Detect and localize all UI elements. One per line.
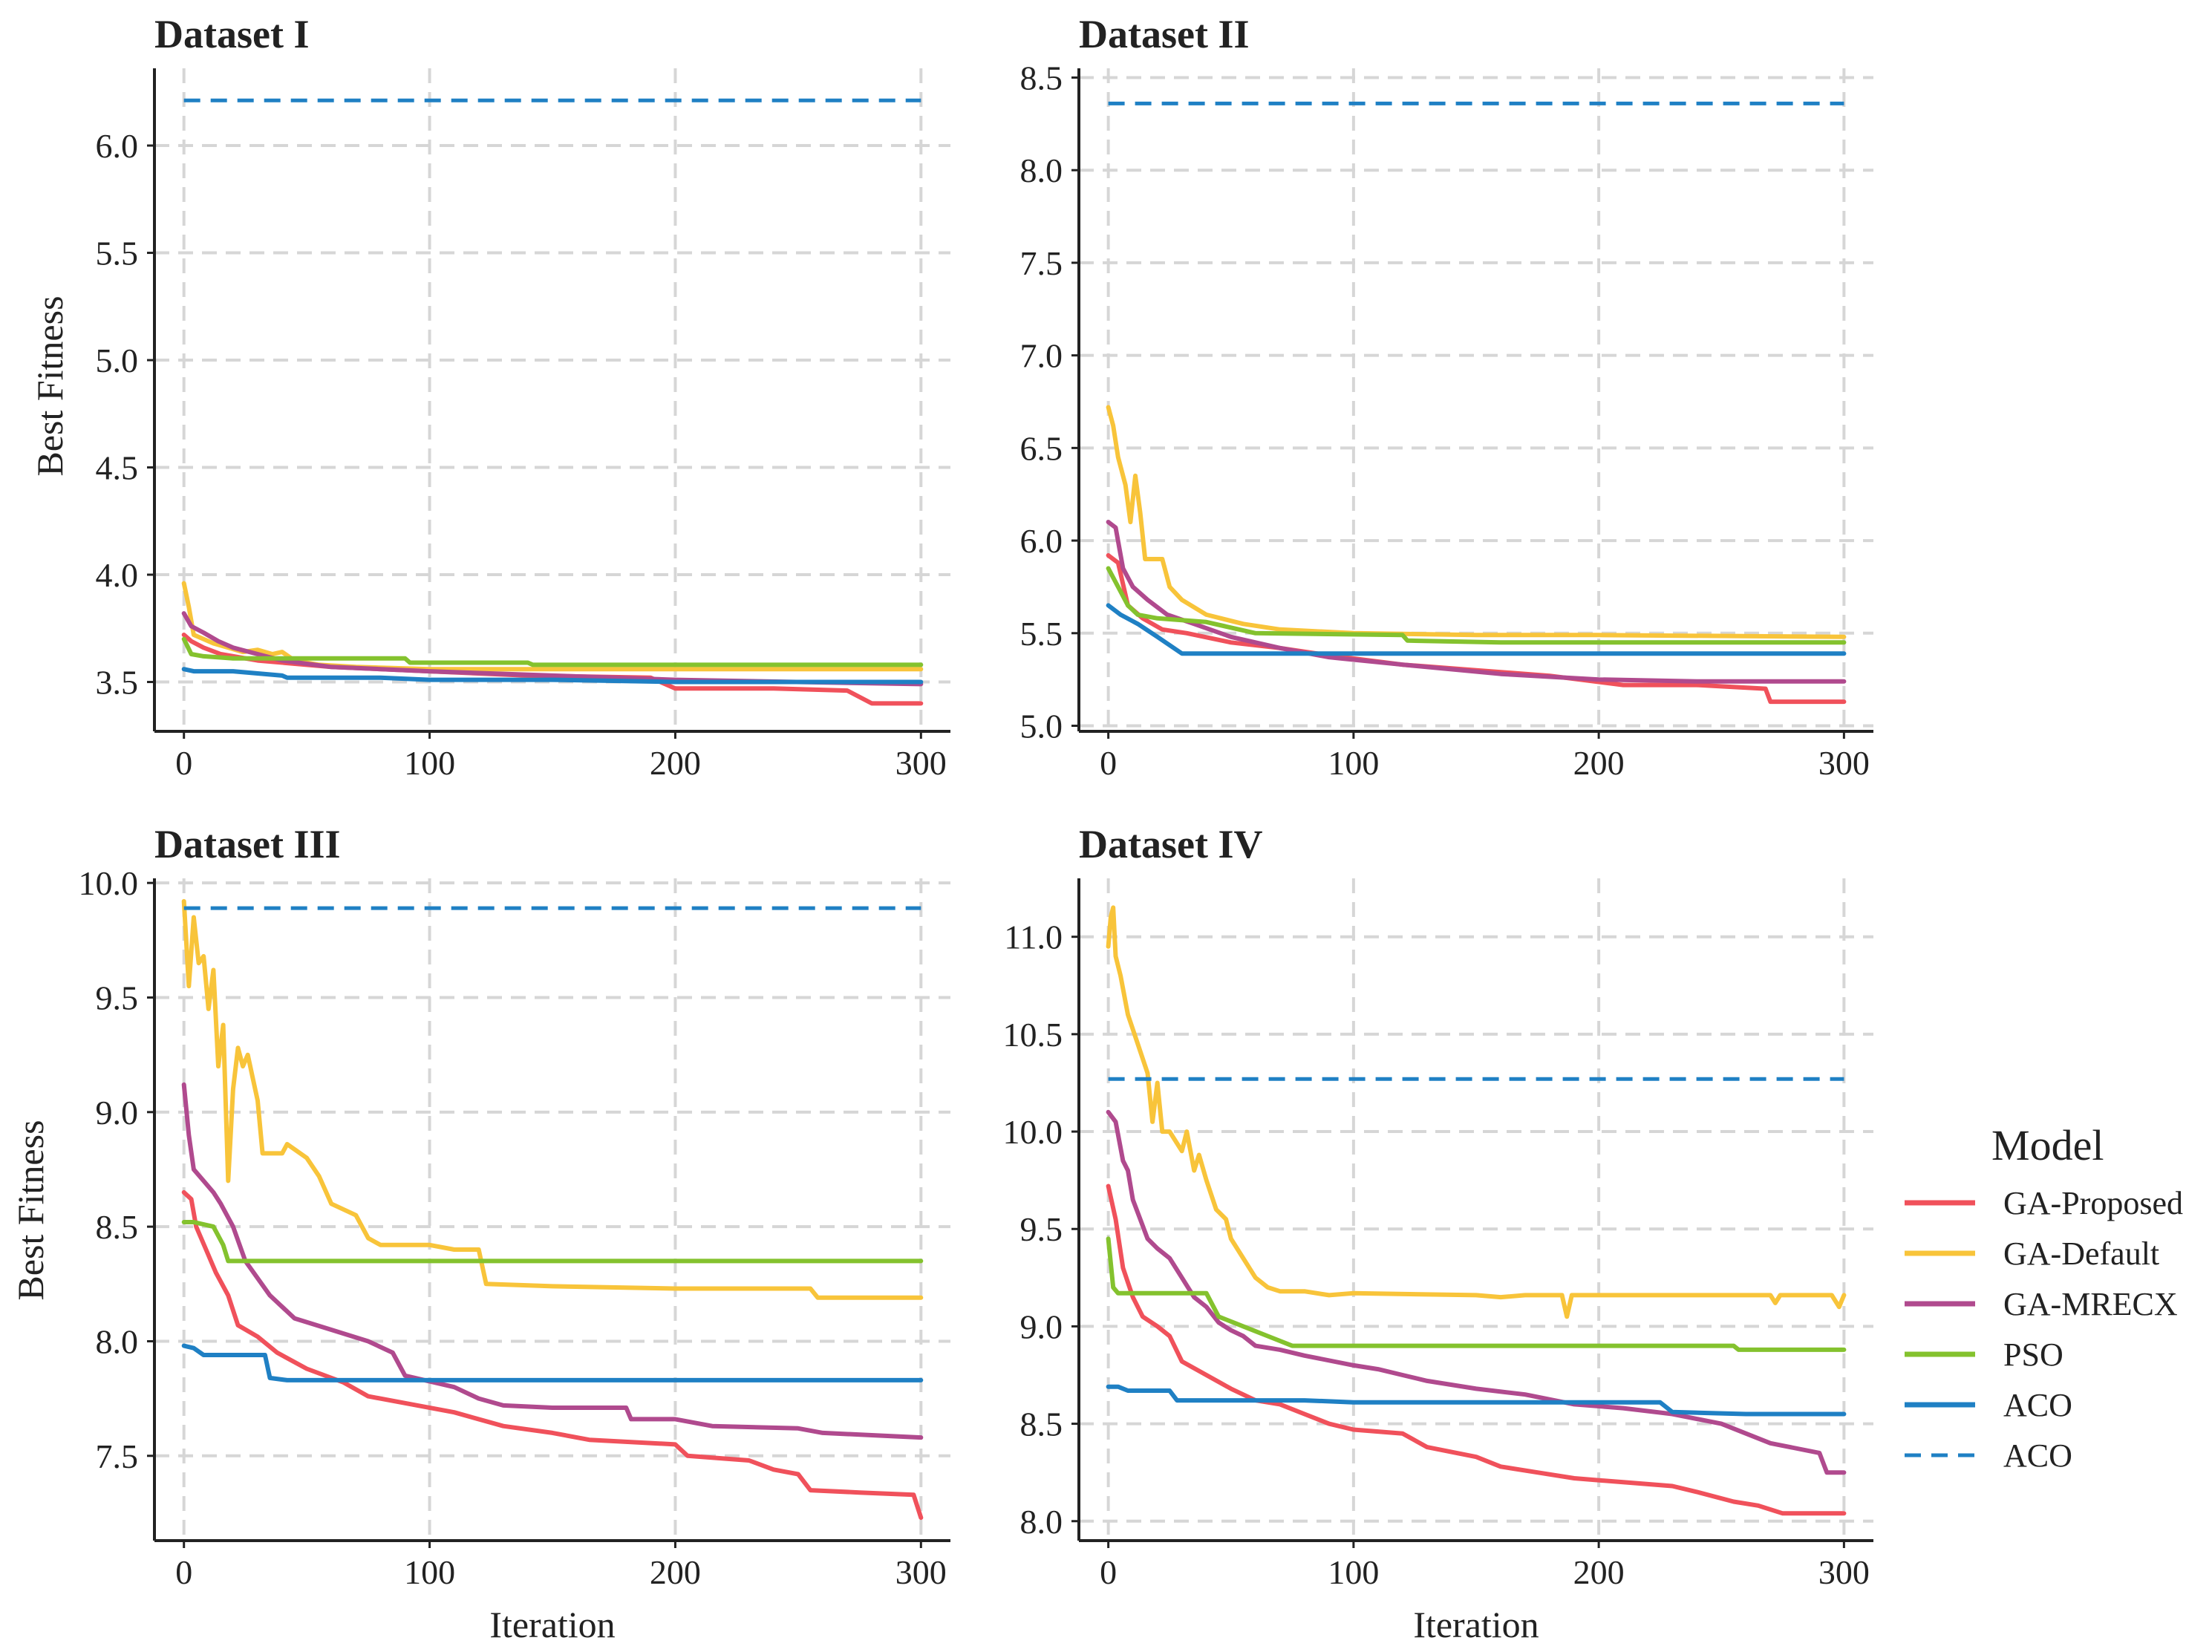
y-tick-label: 10.0 — [1003, 1113, 1063, 1151]
series-line-ga-mrecx — [1106, 520, 1847, 684]
y-axis-label-top: Best Fitness — [29, 296, 71, 476]
x-tick-label: 0 — [1100, 744, 1117, 782]
y-tick-label: 7.5 — [96, 1437, 139, 1475]
x-tick-label: 100 — [1328, 1553, 1379, 1591]
y-tick-label: 5.0 — [1020, 708, 1063, 745]
y-tick-label: 4.5 — [96, 449, 139, 487]
y-tick-label: 5.0 — [96, 342, 139, 379]
x-tick-label: 100 — [1328, 744, 1379, 782]
y-tick-label: 8.0 — [1020, 1503, 1063, 1541]
panel-title-dataset-iv: Dataset IV — [1079, 822, 1262, 866]
x-tick-label: 200 — [1573, 1553, 1625, 1591]
legend-title: Model — [1991, 1121, 2104, 1169]
x-tick-label: 100 — [404, 1553, 455, 1591]
series-line-aco — [181, 667, 924, 685]
series-line-ga-mrecx — [181, 1082, 924, 1440]
series-line-ga-mrecx — [181, 611, 924, 687]
series-line-ga-mrecx — [1106, 1109, 1847, 1475]
x-tick-label: 300 — [1818, 1553, 1870, 1591]
x-tick-label: 200 — [1573, 744, 1625, 782]
y-tick-label: 9.5 — [1020, 1210, 1063, 1248]
y-tick-label: 8.5 — [1020, 59, 1063, 97]
series-line-ga-default — [1106, 405, 1847, 639]
y-tick-label: 8.0 — [1020, 151, 1063, 189]
y-tick-label: 4.0 — [96, 556, 139, 594]
panel-title-dataset-i: Dataset I — [154, 12, 309, 56]
y-tick-label: 11.0 — [1004, 918, 1063, 956]
series-line-ga-default — [1106, 905, 1847, 1319]
legend-label-aco-dashed: ACO — [2003, 1437, 2072, 1474]
y-tick-label: 6.0 — [96, 127, 139, 165]
y-tick-label: 3.5 — [96, 664, 139, 702]
y-tick-label: 5.5 — [1020, 615, 1063, 653]
panel-title-dataset-iii: Dataset III — [154, 822, 341, 866]
legend-label-ga-default: GA-Default — [2003, 1235, 2159, 1272]
y-tick-label: 9.0 — [1020, 1307, 1063, 1345]
y-tick-label: 10.5 — [1003, 1016, 1063, 1054]
legend: Model GA-Proposed GA-Default GA-MRECX PSO AC… — [1905, 1121, 2183, 1474]
legend-label-pso: PSO — [2003, 1336, 2063, 1373]
y-tick-label: 10.0 — [79, 864, 139, 902]
x-tick-label: 100 — [404, 744, 455, 782]
series-line-ga-default — [181, 581, 924, 672]
x-tick-label: 300 — [895, 744, 947, 782]
y-tick-label: 6.0 — [1020, 522, 1063, 560]
y-tick-label: 9.0 — [96, 1094, 139, 1132]
series-line-pso — [181, 1220, 924, 1264]
chart-panel-dataset-i: 0 100 200 300 3.5 4.0 4.5 5.0 5.5 6.0 — [96, 68, 950, 782]
x-tick-label: 200 — [650, 1553, 701, 1591]
series-line-pso — [181, 636, 924, 667]
x-axis-label-bottom-right: Iteration — [1413, 1604, 1539, 1645]
y-tick-label: 8.5 — [96, 1208, 139, 1246]
series-line-aco — [1106, 1384, 1847, 1417]
legend-label-aco: ACO — [2003, 1387, 2072, 1423]
y-tick-label: 8.0 — [96, 1322, 139, 1360]
legend-label-ga-mrecx: GA-MRECX — [2003, 1286, 2178, 1322]
panel-title-dataset-ii: Dataset II — [1079, 12, 1249, 56]
legend-label-ga-proposed: GA-Proposed — [2003, 1185, 2183, 1221]
chart-panel-dataset-iii: 0 100 200 300 7.5 8.0 8.5 9.0 9.5 10.0 — [79, 864, 950, 1591]
series-line-aco — [181, 1343, 924, 1382]
y-tick-label: 9.5 — [96, 979, 139, 1016]
chart-panel-dataset-ii: 0 100 200 300 5.0 5.5 6.0 6.5 7.0 7.5 8.0 8.5 — [1020, 59, 1873, 782]
series-line-pso — [1106, 566, 1847, 645]
series-line-pso — [1106, 1236, 1847, 1352]
y-tick-label: 6.5 — [1020, 429, 1063, 467]
chart-panel-dataset-iv: 0 100 200 300 8.0 8.5 9.0 9.5 10.0 10.5 11.0 — [1003, 878, 1873, 1591]
x-tick-label: 0 — [175, 744, 192, 782]
x-axis-label-bottom-left: Iteration — [489, 1604, 615, 1645]
series-line-aco — [1106, 603, 1847, 656]
series-line-ga-proposed — [1106, 1184, 1847, 1516]
y-axis-label-bottom: Best Fitness — [10, 1120, 51, 1300]
series-line-ga-default — [181, 898, 924, 1300]
series-line-ga-proposed — [181, 1189, 924, 1521]
x-tick-label: 300 — [1818, 744, 1870, 782]
x-tick-label: 0 — [1100, 1553, 1117, 1591]
x-tick-label: 200 — [650, 744, 701, 782]
x-tick-label: 300 — [895, 1553, 947, 1591]
y-tick-label: 8.5 — [1020, 1405, 1063, 1443]
y-tick-label: 5.5 — [96, 235, 139, 272]
y-tick-label: 7.0 — [1020, 337, 1063, 375]
x-tick-label: 0 — [175, 1553, 192, 1591]
y-tick-label: 7.5 — [1020, 244, 1063, 282]
